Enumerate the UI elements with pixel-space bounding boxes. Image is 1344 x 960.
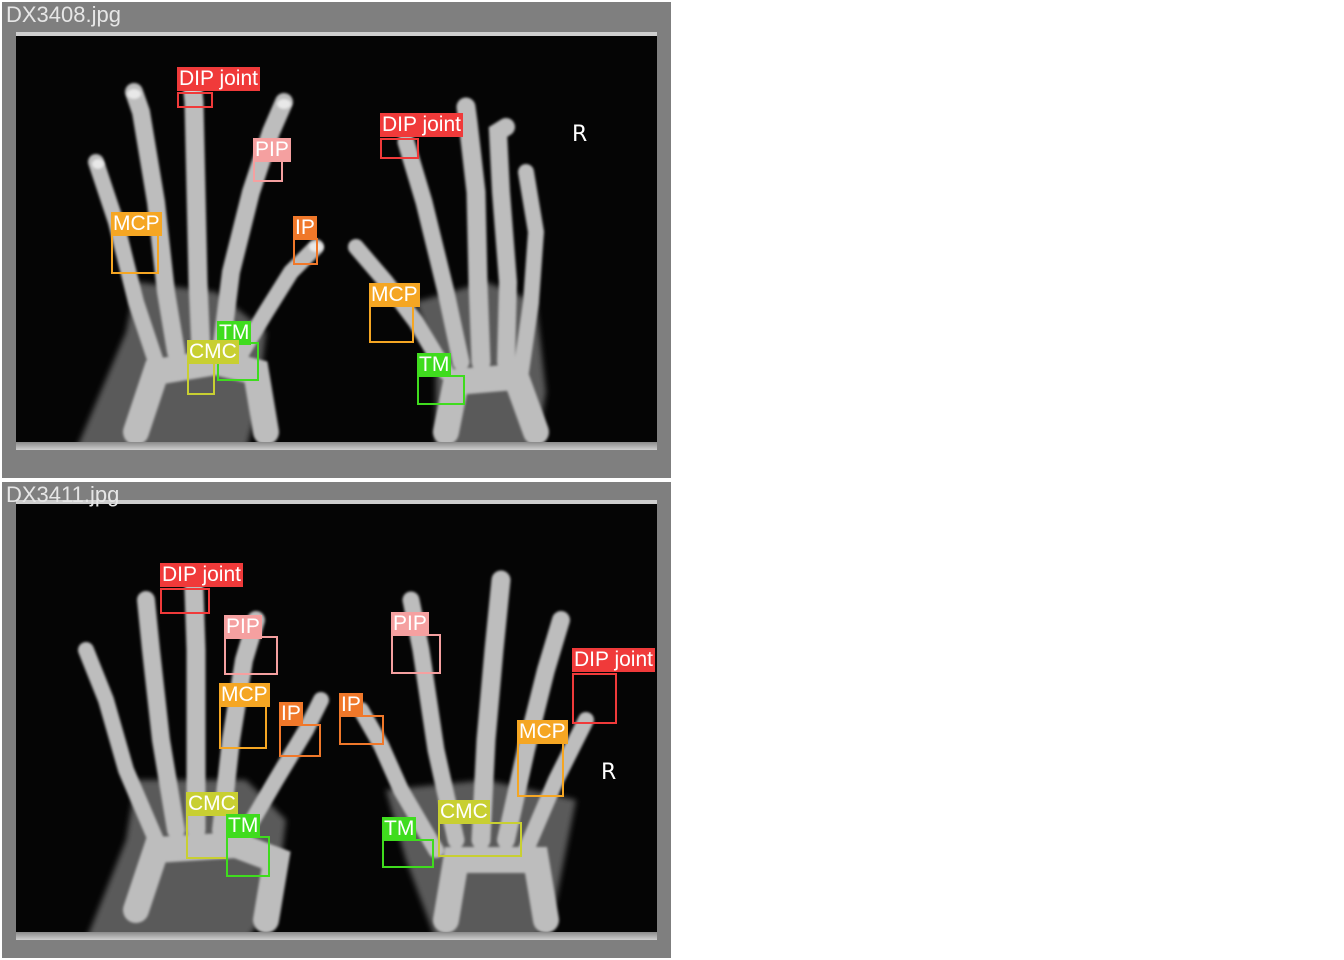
bbox-ip (279, 724, 321, 757)
label-cmc: CMC (438, 800, 490, 824)
bbox-mcp (111, 234, 159, 274)
label-mcp: MCP (219, 683, 270, 707)
bbox-tm (417, 375, 465, 405)
label-mcp: MCP (517, 720, 568, 744)
bbox-pip (224, 636, 278, 675)
bbox-pip (391, 634, 441, 674)
bbox-ip (293, 238, 318, 265)
bbox-tm (382, 839, 434, 868)
bbox-mcp (219, 705, 267, 749)
label-mcp: MCP (111, 212, 162, 236)
label-mcp: MCP (369, 283, 420, 307)
bbox-mcp (517, 742, 564, 797)
image-filename: DX3411.jpg (6, 482, 120, 507)
label-pip: PIP (391, 612, 429, 636)
bbox-tm (226, 836, 270, 877)
xray-film: R (16, 500, 657, 940)
xray-panel-1: DX3408.jpg (2, 2, 671, 478)
side-marker-r: R (601, 760, 617, 785)
right-hand-xray (353, 570, 594, 940)
bbox-cmc (438, 822, 522, 857)
label-ip: IP (279, 702, 303, 726)
bbox-pip (253, 160, 283, 182)
bbox-ip (339, 715, 384, 745)
label-pip: PIP (224, 615, 262, 639)
bbox-mcp (369, 305, 414, 343)
label-pip: PIP (253, 138, 291, 162)
left-hand-xray (78, 580, 329, 940)
label-tm: TM (417, 353, 452, 377)
label-dip-joint: DIP joint (572, 648, 655, 672)
bbox-dip-joint (380, 138, 419, 159)
label-cmc: CMC (186, 792, 238, 816)
bbox-dip-joint (177, 92, 213, 108)
label-tm: TM (382, 817, 417, 841)
bbox-dip-joint (572, 673, 617, 724)
label-ip: IP (293, 216, 317, 240)
bbox-dip-joint (160, 588, 210, 614)
label-tm: TM (226, 814, 261, 838)
side-marker-r: R (572, 122, 588, 147)
bbox-cmc (187, 362, 215, 395)
label-dip-joint: DIP joint (380, 113, 463, 137)
xray-panel-2: DX3411.jpg (2, 482, 671, 958)
label-cmc: CMC (187, 340, 239, 364)
label-ip: IP (339, 693, 363, 717)
label-dip-joint: DIP joint (177, 67, 260, 91)
label-dip-joint: DIP joint (160, 563, 243, 587)
image-filename: DX3408.jpg (6, 2, 121, 27)
xray-film: R (16, 32, 657, 450)
bbox-cmc (186, 814, 228, 859)
xray-hands-image (78, 570, 594, 940)
